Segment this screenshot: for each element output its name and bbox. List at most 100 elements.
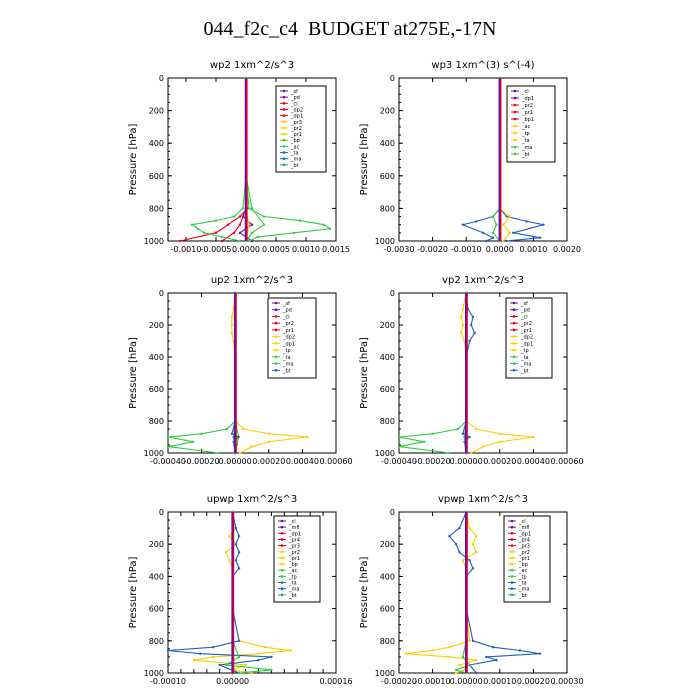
data-point — [328, 227, 332, 230]
data-point — [495, 223, 498, 226]
data-point — [468, 639, 471, 642]
legend: _cl_mfl_dp1_pr4_pr3_pr2_pr1_bp_ac_tp_ta_… — [273, 515, 321, 603]
legend-marker — [274, 355, 278, 359]
data-point — [237, 567, 241, 570]
x-tick-label: -0.00020 — [415, 457, 451, 466]
legend-label: _sf — [520, 301, 528, 307]
data-point — [267, 440, 270, 443]
data-point — [234, 559, 238, 562]
legend-label: _ta — [518, 581, 527, 587]
y-tick-label: 1000 — [144, 449, 164, 458]
legend-marker — [280, 556, 284, 560]
legend-label: _sf — [282, 301, 290, 307]
legend-marker — [513, 152, 517, 156]
legend-label: _ac — [288, 568, 298, 574]
data-point — [468, 559, 471, 562]
data-point — [458, 526, 461, 530]
legend: _sf_pd_cl_dp2_dp1_pr3_pr2_pr1_bp_ac_ta_m… — [275, 85, 327, 173]
x-tick-label: 0.00060 — [319, 457, 352, 466]
data-point — [431, 432, 434, 435]
series-line-tp — [167, 511, 272, 674]
legend-marker — [282, 108, 286, 111]
data-point — [237, 435, 240, 439]
x-tick-label: -0.0020 — [417, 245, 448, 254]
legend-marker — [282, 89, 286, 93]
data-point — [431, 649, 434, 652]
legend-marker — [280, 562, 284, 566]
data-point — [542, 223, 545, 226]
legend-marker — [282, 151, 286, 154]
legend-marker — [510, 593, 514, 597]
data-point — [448, 534, 451, 538]
data-point — [244, 663, 247, 667]
legend-label: _dp2 — [520, 335, 533, 341]
x-tick-label: 0.00000 — [450, 677, 483, 686]
data-point — [458, 663, 461, 667]
y-tick-label: 600 — [380, 385, 395, 394]
legend-marker — [513, 96, 517, 100]
legend-marker — [510, 568, 514, 572]
legend-marker — [280, 519, 284, 523]
y-tick-label: 800 — [149, 417, 164, 426]
y-axis-title: Pressure [hPa] — [128, 337, 139, 409]
y-tick-label: 400 — [149, 139, 164, 148]
legend-marker — [280, 538, 284, 541]
y-tick-label: 800 — [149, 637, 164, 646]
data-point — [505, 215, 508, 218]
legend-marker — [510, 538, 514, 541]
legend-marker — [510, 550, 514, 554]
legend-label: _ac — [521, 124, 531, 130]
legend-label: _pr2 — [520, 321, 532, 327]
data-point — [461, 432, 465, 435]
legend-marker — [282, 145, 286, 148]
legend-marker — [282, 126, 286, 130]
legend-label: _bp — [288, 562, 298, 568]
chart-panel-3: up2 1xm^2/s^3 0 200 400 600 800 1000 Pressure [… — [128, 275, 353, 466]
data-point — [461, 307, 465, 311]
data-point — [491, 215, 495, 218]
legend-label: _dp1 — [288, 531, 301, 537]
y-tick-label: 1000 — [375, 449, 395, 458]
y-tick-label: 1000 — [144, 669, 164, 678]
x-tick-label: -0.00020 — [184, 457, 220, 466]
x-tick-label: 0.00000 — [450, 457, 483, 466]
y-axis-title: Pressure [hPa] — [359, 557, 370, 629]
legend-label: _ta — [521, 138, 530, 144]
legend-label: _dp1 — [290, 114, 303, 120]
data-point — [263, 646, 267, 649]
data-point — [538, 236, 542, 239]
legend-label: _tp — [520, 348, 529, 354]
legend-marker — [512, 308, 516, 312]
legend-label: _mfl — [288, 525, 300, 531]
legend-label: _bt — [290, 163, 299, 169]
y-tick-label: 400 — [380, 572, 395, 581]
data-point — [481, 445, 485, 448]
data-point — [491, 236, 495, 239]
legend-label: _pr3 — [518, 544, 530, 550]
data-point — [192, 440, 195, 443]
legend-marker — [510, 532, 514, 535]
legend-label: _tp — [518, 574, 527, 580]
data-point — [228, 534, 231, 538]
data-point — [298, 219, 302, 222]
legend-label: _dp1 — [282, 341, 295, 347]
legend-marker — [513, 131, 517, 135]
legend-marker — [282, 114, 286, 117]
chart-panel-6: vpwp 1xm^2/s^3 0 200 400 600 800 1000 Pressure … — [359, 494, 584, 686]
data-point — [518, 649, 522, 652]
y-axis-title: Pressure [hPa] — [128, 557, 139, 629]
data-point — [501, 239, 505, 243]
data-point — [491, 231, 495, 235]
data-point — [238, 239, 242, 243]
data-point — [454, 543, 458, 546]
legend-marker — [510, 544, 514, 547]
legend-marker — [280, 587, 284, 590]
x-tick-label: 0.00010 — [483, 677, 516, 686]
data-point — [508, 215, 512, 218]
y-tick-label: 0 — [159, 289, 164, 298]
data-point — [199, 652, 202, 655]
legend-label: _pr2 — [521, 103, 533, 109]
chart-panel-1: wp2 1xm^2/s^3 0 200 400 600 800 1000 Pressure [… — [128, 60, 350, 254]
panel-title: vpwp 1xm^2/s^3 — [438, 494, 528, 505]
